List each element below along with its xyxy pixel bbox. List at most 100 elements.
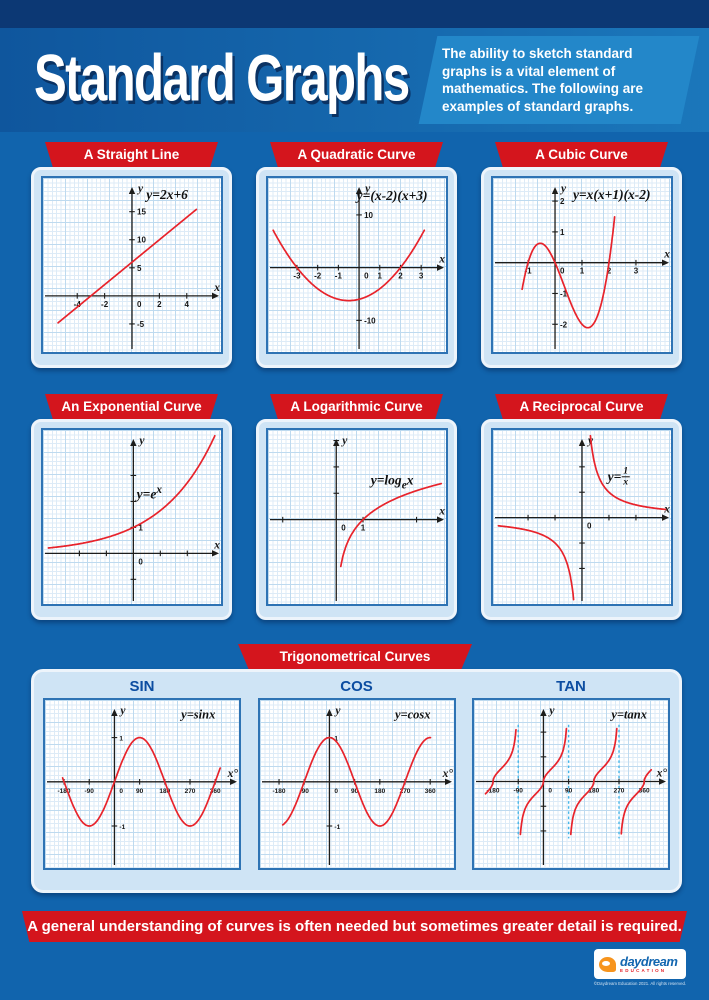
svg-text:-4: -4 [73,300,81,309]
intro-box: The ability to sketch standard graphs is… [418,36,700,124]
graph-canvas: y x -4 -2 2 4 -5 5 10 15 0 [44,183,220,349]
svg-text:-2: -2 [314,272,322,281]
graph-canvas: y x° -180 -90 90 180 270 360 0 [476,705,667,865]
svg-text:270: 270 [399,788,410,795]
svg-text:10: 10 [364,211,373,220]
svg-text:y: y [136,183,144,195]
brand-tagline: EDUCATION [620,967,667,973]
footer-banner: A general understanding of curves is oft… [22,911,687,942]
panel-logarithmic: y x 1 0 y=logex [256,419,457,620]
svg-text:-3: -3 [293,272,301,281]
svg-text:1: 1 [377,272,382,281]
svg-text:270: 270 [614,788,625,795]
graph-canvas: y x° -180 -90 90 180 270 360 1 -1 0 [261,705,453,865]
svg-text:90: 90 [565,788,573,795]
svg-text:x: x [663,504,670,516]
equation-label: y=(x-2)(x+3) [356,188,428,204]
svg-text:3: 3 [418,272,423,281]
svg-text:x: x [663,249,670,261]
graph-canvas: y x -3 -2 -1 1 2 3 10 -10 0 [269,183,445,349]
svg-text:y: y [340,435,348,447]
panel-cubic: y x -1 1 2 3 2 1 -1 -2 0 y=x(x+1)(x-2) [481,167,682,368]
equation-label: y=sinx [181,707,216,722]
section-header-trig: Trigonometrical Curves [238,644,472,669]
panel-header-reciprocal: A Reciprocal Curve [495,394,668,419]
svg-text:-180: -180 [487,788,500,795]
brand-logo: daydream EDUCATION [594,949,686,979]
panel-reciprocal: y x 0 y= 1 x [481,419,682,620]
svg-text:1: 1 [334,736,338,743]
svg-text:-1: -1 [524,267,532,276]
svg-text:1: 1 [560,228,565,237]
svg-text:2: 2 [606,267,611,276]
graph-canvas: y x 0 [494,434,670,601]
graph-logarithmic: y x 1 0 y=logex [265,428,448,606]
svg-text:-1: -1 [334,272,342,281]
svg-text:y: y [586,435,594,447]
svg-text:x: x [213,539,220,551]
svg-text:180: 180 [588,788,599,795]
graph-canvas: y x 1 0 [44,434,220,601]
svg-text:5: 5 [137,264,142,273]
trig-label-tan: TAN [556,678,586,695]
panel-header-logarithmic: A Logarithmic Curve [270,394,443,419]
svg-text:-10: -10 [364,316,376,325]
svg-text:2: 2 [157,300,162,309]
top-border-strip [0,0,709,28]
svg-text:3: 3 [633,267,638,276]
trig-column-cos: COS y x° -180 -90 90 180 270 360 1 -1 0 y=cosx [257,676,457,882]
svg-text:0: 0 [587,522,592,531]
panel-exponential: y x 1 0 y=ex [31,419,232,620]
svg-text:-2: -2 [101,300,109,309]
graph-cos: y x° -180 -90 90 180 270 360 1 -1 0 y=cosx [257,698,456,870]
trig-label-cos: COS [340,678,373,695]
panel-straight-line: y x -4 -2 2 4 -5 5 10 15 0 y=2x+6 [31,167,232,368]
graph-sin: y x° -180 -90 90 180 270 360 1 -1 0 y=sinx [43,698,241,870]
panel-header-quadratic: A Quadratic Curve [270,142,443,167]
svg-text:-1: -1 [560,289,568,298]
svg-text:x: x [438,506,445,518]
svg-text:270: 270 [185,788,196,795]
daydream-logo-icon [599,956,616,972]
svg-text:180: 180 [374,788,385,795]
svg-text:90: 90 [136,788,144,795]
graph-cubic: y x -1 1 2 3 2 1 -1 -2 0 y=x(x+1)(x-2) [490,176,673,354]
svg-text:y: y [118,705,126,717]
equation-label: y=2x+6 [146,187,188,203]
svg-text:0: 0 [119,788,123,795]
svg-text:y: y [363,183,371,195]
equation-label: y=x(x+1)(x-2) [572,187,651,203]
graph-canvas: y x° -180 -90 90 180 270 360 1 -1 0 [47,705,238,865]
svg-text:-180: -180 [58,788,71,795]
graph-tan: y x° -180 -90 90 180 270 360 0 y=tanx [472,698,670,870]
svg-text:1: 1 [579,267,584,276]
svg-text:90: 90 [351,788,359,795]
panel-header-straight-line: A Straight Line [45,142,218,167]
svg-text:x°: x° [441,768,453,780]
svg-text:0: 0 [137,300,142,309]
graph-canvas: y x 1 0 [269,435,445,601]
svg-text:y: y [333,705,341,717]
trig-column-sin: SIN y x° -180 -90 90 180 270 360 1 -1 0 y=sinx [42,676,242,882]
trig-label-sin: SIN [129,678,155,695]
svg-text:2: 2 [560,197,565,206]
graph-canvas: y x -1 1 2 3 2 1 -1 -2 0 [494,183,670,349]
svg-text:360: 360 [210,788,221,795]
svg-text:-180: -180 [272,788,285,795]
svg-text:15: 15 [137,208,146,217]
trig-column-tan: TAN y x° -180 -90 90 180 270 360 0 y=tanx [471,676,671,882]
panel-quadratic: y x -3 -2 -1 1 2 3 10 -10 0 y=(x-2)(x+3) [256,167,457,368]
svg-text:0: 0 [560,267,565,276]
equation-label: y=tanx [611,707,647,722]
svg-text:-2: -2 [560,320,568,329]
svg-text:y: y [559,183,567,195]
svg-text:2: 2 [398,272,403,281]
svg-text:-90: -90 [514,788,524,795]
equation-label: y=ex [136,483,162,501]
svg-text:y: y [137,435,145,447]
svg-text:1: 1 [360,524,365,533]
equation-label: y=cosx [394,707,431,722]
graph-exponential: y x 1 0 y=ex [40,428,223,606]
equation-label: y= 1 x [607,465,631,488]
